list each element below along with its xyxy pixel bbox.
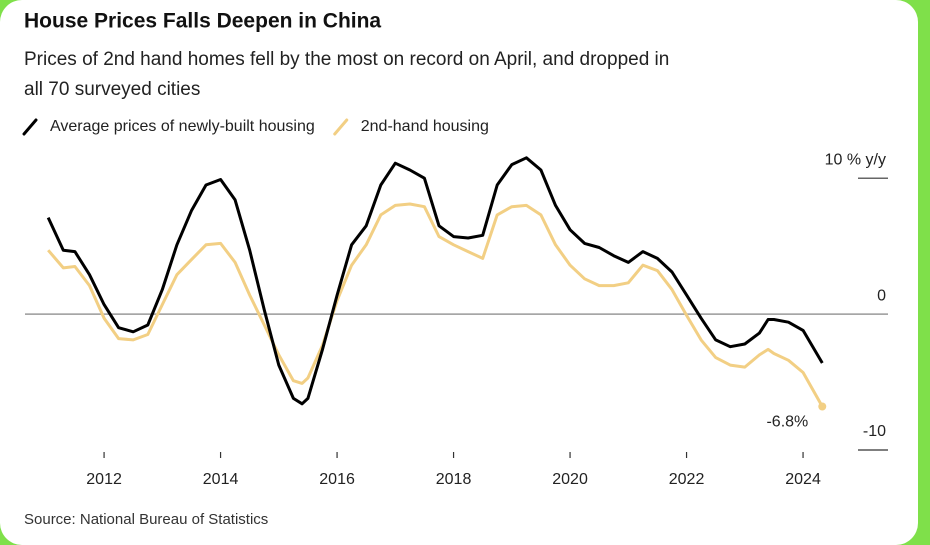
annotation: -6.8% xyxy=(766,414,808,431)
x-tick-label: 2014 xyxy=(203,471,239,488)
x-tick-label: 2022 xyxy=(669,471,705,488)
series-line xyxy=(47,202,824,408)
legend-label: 2nd-hand housing xyxy=(361,118,489,135)
y-tick-label: 10 % y/y xyxy=(825,151,886,168)
x-tick-label: 2012 xyxy=(86,471,122,488)
series-line xyxy=(46,156,824,406)
chart-subtitle: Prices of 2nd hand homes fell by the mos… xyxy=(24,49,669,70)
y-tick-label: -10 xyxy=(863,423,886,440)
x-tick-label: 2018 xyxy=(436,471,472,488)
x-tick-label: 2016 xyxy=(319,471,355,488)
end-point xyxy=(818,402,827,411)
x-tick-label: 2024 xyxy=(785,471,821,488)
legend-swatch xyxy=(333,118,349,136)
y-tick-label: 0 xyxy=(877,287,886,304)
chart-subtitle: all 70 surveyed cities xyxy=(24,79,200,100)
x-tick-label: 2020 xyxy=(552,471,588,488)
legend-label: Average prices of newly-built housing xyxy=(50,118,315,135)
source: Source: National Bureau of Statistics xyxy=(24,511,268,528)
chart-title: House Prices Falls Deepen in China xyxy=(24,10,381,33)
legend-swatch xyxy=(22,118,38,136)
